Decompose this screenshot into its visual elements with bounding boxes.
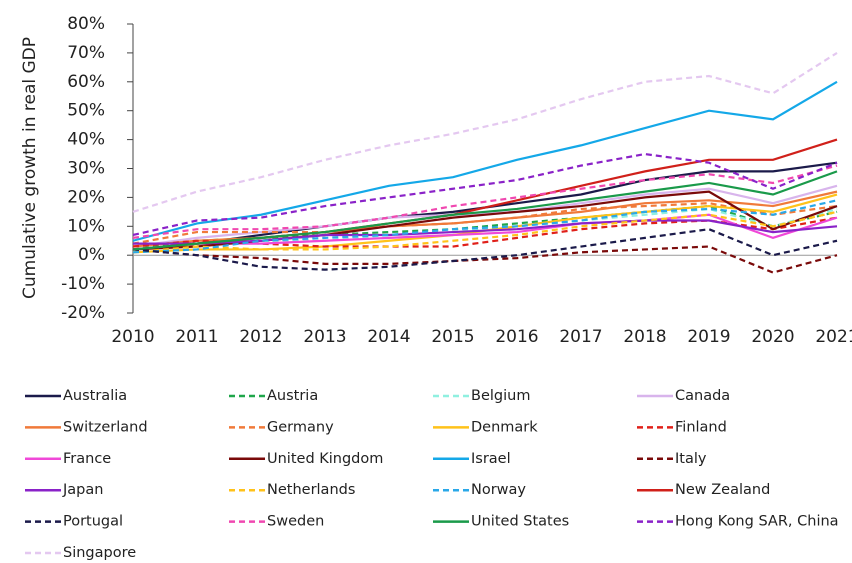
y-tick-label: 80% — [67, 14, 105, 34]
series-line — [132, 164, 838, 239]
legend-label: Israel — [471, 451, 511, 467]
y-tick-label: 0% — [78, 245, 105, 265]
legend-label: Denmark — [471, 419, 538, 435]
series-line — [132, 170, 838, 251]
x-tick-label: 2019 — [687, 327, 730, 347]
y-tick-label: 10% — [67, 216, 105, 236]
legend-label: Finland — [675, 419, 727, 435]
legend-label: Japan — [62, 482, 103, 498]
series-line — [132, 51, 838, 213]
y-tick-label: 20% — [67, 187, 105, 207]
x-tick-label: 2013 — [303, 327, 346, 347]
legend-label: Switzerland — [63, 419, 148, 435]
y-tick-label: -10% — [61, 274, 105, 294]
series-line — [132, 80, 838, 242]
series-line — [132, 213, 838, 251]
legend-label: Sweden — [267, 514, 324, 530]
legend-label: New Zealand — [675, 482, 770, 498]
legend-label: Portugal — [63, 514, 123, 530]
legend-label: Hong Kong SAR, China — [675, 514, 839, 530]
legend-label: Canada — [675, 388, 730, 404]
series-line — [132, 216, 838, 248]
y-tick-label: 30% — [67, 159, 105, 179]
y-axis-label: Cumulative growth in real GDP — [20, 37, 40, 299]
x-tick-label: 2015 — [431, 327, 474, 347]
x-tick-label: 2018 — [623, 327, 666, 347]
legend-label: Australia — [63, 388, 127, 404]
x-tick-label: 2010 — [111, 327, 154, 347]
y-tick-label: 50% — [67, 101, 105, 121]
legend-label: Netherlands — [267, 482, 355, 498]
series-line — [132, 184, 838, 248]
legend-label: United Kingdom — [267, 451, 383, 467]
x-tick-label: 2021 — [815, 327, 852, 347]
x-tick-label: 2016 — [495, 327, 538, 347]
y-tick-label: 60% — [67, 72, 105, 92]
x-tick-label: 2017 — [559, 327, 602, 347]
legend-label: Germany — [267, 419, 334, 435]
series-line — [132, 210, 838, 254]
series-line — [132, 228, 838, 271]
legend-label: Austria — [267, 388, 318, 404]
legend-label: France — [63, 451, 111, 467]
x-tick-label: 2020 — [751, 327, 794, 347]
legend-label: United States — [471, 514, 569, 530]
series-line — [132, 199, 838, 254]
series-line — [132, 202, 838, 245]
x-tick-label: 2014 — [367, 327, 410, 347]
series-line — [132, 161, 838, 251]
x-tick-label: 2011 — [175, 327, 218, 347]
series-line — [132, 204, 838, 251]
y-tick-label: 70% — [67, 43, 105, 63]
y-tick-label: -20% — [61, 303, 105, 323]
legend-label: Belgium — [471, 388, 530, 404]
legend-label: Singapore — [63, 545, 136, 561]
series-line — [132, 207, 838, 251]
series-line — [132, 152, 838, 237]
series-line — [133, 219, 838, 245]
y-tick-label: 40% — [67, 130, 105, 150]
legend-label: Norway — [471, 482, 526, 498]
legend-label: Italy — [675, 451, 707, 467]
series-line — [132, 245, 838, 274]
x-tick-label: 2012 — [239, 327, 282, 347]
